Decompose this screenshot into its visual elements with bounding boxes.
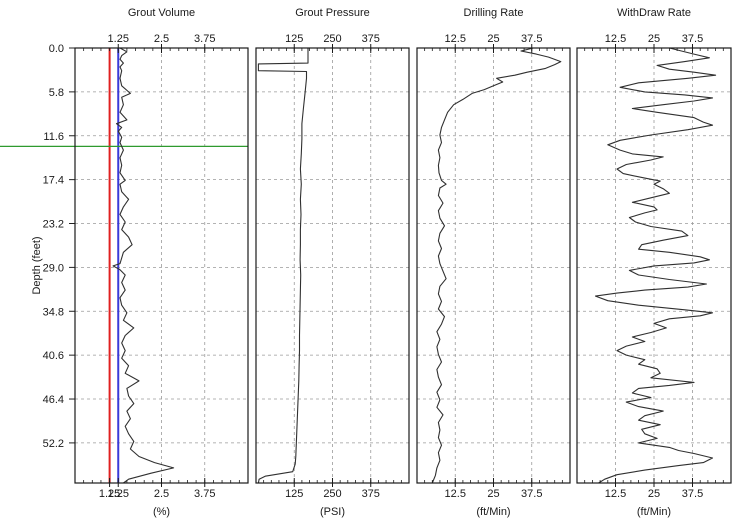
- track-title-grout_volume: Grout Volume: [128, 7, 195, 19]
- track-unit-drilling_rate: (ft/Min): [476, 506, 510, 518]
- track-title-grout_pressure: Grout Pressure: [295, 7, 370, 19]
- bottom-tick-label: 3.75: [194, 488, 215, 500]
- series-line-withdraw_rate: [594, 47, 717, 484]
- bottom-tick-label: 37.5: [682, 488, 703, 500]
- bottom-tick-label: 12.5: [605, 488, 626, 500]
- bottom-tick-label: 1.25: [108, 488, 129, 500]
- top-tick-label: 3.75: [194, 33, 215, 45]
- y-tick-label: 5.8: [49, 87, 64, 99]
- top-tick-label: 1.25: [108, 33, 129, 45]
- y-axis-label: Depth (feet): [31, 236, 43, 294]
- bottom-tick-label: 250: [323, 488, 341, 500]
- series-line-grout_volume: [112, 47, 175, 484]
- y-tick-label: 29.0: [43, 262, 64, 274]
- y-tick-label: 11.6: [43, 131, 64, 143]
- y-tick-label: 40.6: [43, 350, 64, 362]
- bottom-tick-label: 1.25: [99, 488, 120, 500]
- y-tick-label: 46.4: [43, 394, 64, 406]
- track-title-drilling_rate: Drilling Rate: [464, 7, 524, 19]
- top-tick-label: 375: [362, 33, 380, 45]
- track-title-withdraw_rate: WithDraw Rate: [617, 7, 691, 19]
- top-tick-label: 25: [487, 33, 499, 45]
- top-tick-label: 25: [648, 33, 660, 45]
- top-tick-label: 125: [285, 33, 303, 45]
- y-tick-label: 23.2: [43, 219, 64, 231]
- bottom-tick-label: 25: [648, 488, 660, 500]
- bottom-tick-label: 37.5: [521, 488, 542, 500]
- track-unit-withdraw_rate: (ft/Min): [637, 506, 671, 518]
- bottom-tick-label: 2.5: [154, 488, 169, 500]
- reference-lines-layer: [0, 48, 248, 483]
- track-unit-grout_pressure: (PSI): [320, 506, 345, 518]
- y-tick-label: 0.0: [49, 43, 64, 55]
- track-frames-layer: [69, 44, 732, 487]
- top-tick-label: 37.5: [682, 33, 703, 45]
- top-tick-label: 2.5: [154, 33, 169, 45]
- track-unit-grout_volume: (%): [153, 506, 170, 518]
- top-tick-label: 12.5: [445, 33, 466, 45]
- grid-layer: [75, 48, 731, 483]
- labels-layer: 0.0 5.8 11.6 17.4 23.2 29.0 34.8 40.6 46.4 52.2 De…: [31, 7, 703, 518]
- y-tick-label: 52.2: [43, 438, 64, 450]
- bottom-tick-label: 125: [285, 488, 303, 500]
- bottom-tick-label: 25: [487, 488, 499, 500]
- top-tick-label: 37.5: [521, 33, 542, 45]
- series-line-grout_pressure: [257, 48, 309, 484]
- y-tick-label: 17.4: [43, 175, 64, 187]
- bottom-tick-label: 375: [362, 488, 380, 500]
- top-tick-label: 12.5: [605, 33, 626, 45]
- y-tick-label: 34.8: [43, 306, 64, 318]
- top-tick-label: 250: [323, 33, 341, 45]
- series-line-drilling_rate: [431, 47, 562, 484]
- series-layer: [112, 47, 717, 484]
- bottom-tick-label: 12.5: [445, 488, 466, 500]
